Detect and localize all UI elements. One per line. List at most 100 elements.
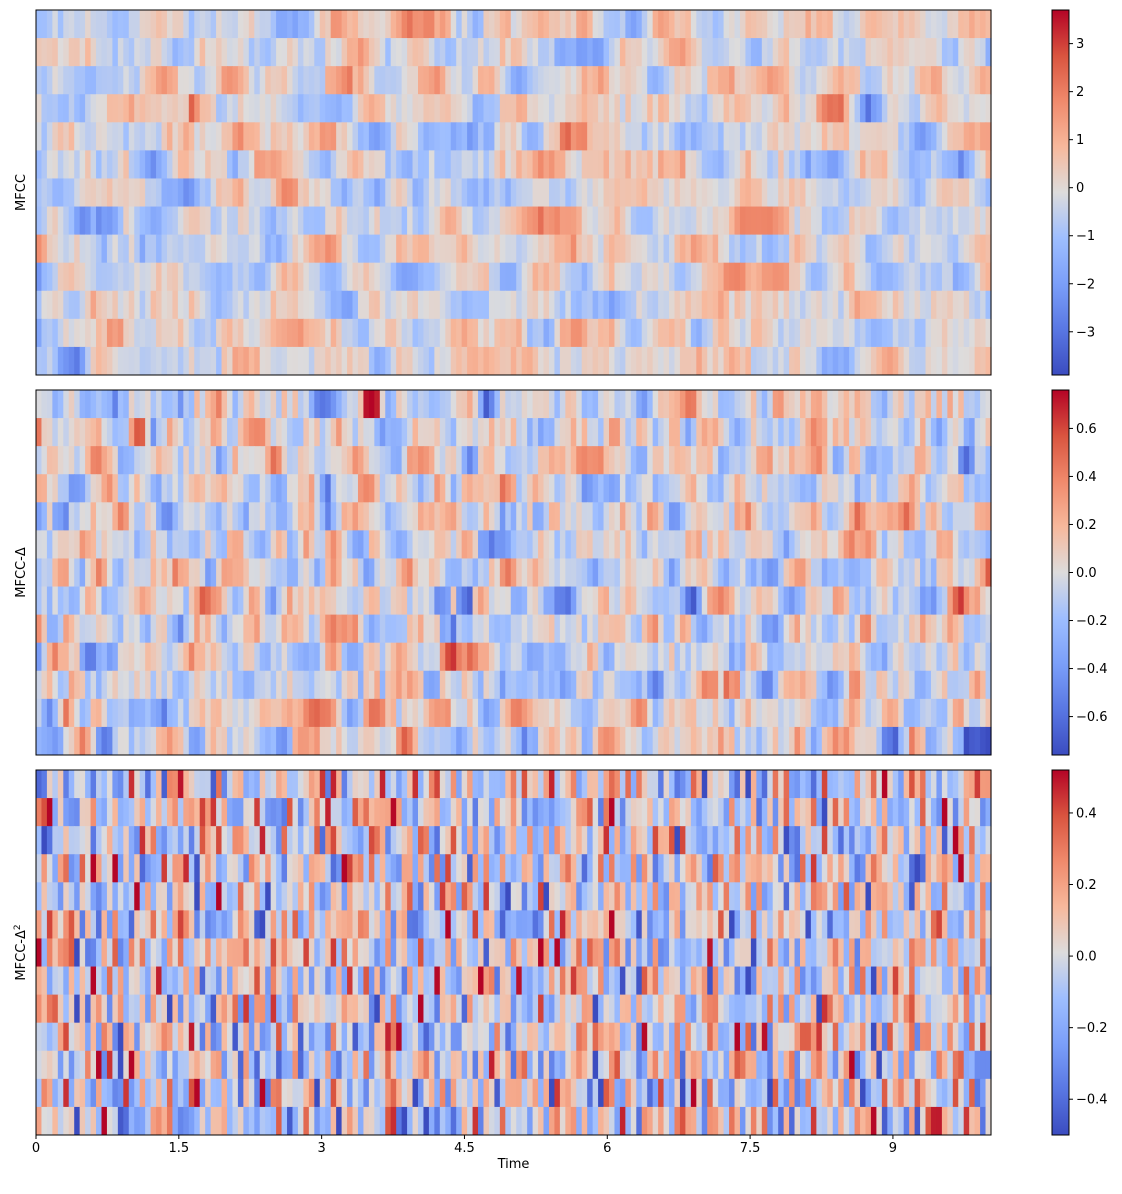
- heatmap-cell: [91, 615, 97, 643]
- heatmap-cell: [96, 615, 102, 643]
- heatmap-cell: [74, 643, 80, 671]
- heatmap-cell: [576, 798, 582, 826]
- heatmap-cell: [483, 615, 489, 643]
- heatmap-cell: [729, 66, 735, 94]
- heatmap-cell: [369, 291, 375, 319]
- heatmap-cell: [522, 94, 528, 122]
- heatmap-cell: [533, 615, 539, 643]
- heatmap-cell: [407, 770, 413, 798]
- heatmap-cell: [91, 671, 97, 699]
- heatmap-cell: [827, 347, 833, 375]
- heatmap-cell: [211, 94, 217, 122]
- heatmap-cell: [434, 643, 440, 671]
- heatmap-cell: [533, 122, 539, 150]
- heatmap-cell: [904, 178, 910, 206]
- heatmap-cell: [811, 390, 817, 418]
- heatmap-cell: [838, 446, 844, 474]
- heatmap-cell: [538, 347, 544, 375]
- heatmap-cell: [724, 502, 730, 530]
- heatmap-cell: [63, 178, 69, 206]
- heatmap-cell: [423, 122, 429, 150]
- heatmap-cell: [74, 798, 80, 826]
- heatmap-cell: [926, 587, 932, 615]
- heatmap-cell: [91, 150, 97, 178]
- heatmap-cell: [527, 347, 533, 375]
- heatmap-cell: [407, 150, 413, 178]
- heatmap-cell: [702, 615, 708, 643]
- heatmap-cell: [587, 207, 593, 235]
- heatmap-cell: [172, 150, 178, 178]
- heatmap-cell: [80, 390, 86, 418]
- heatmap-cell: [63, 291, 69, 319]
- heatmap-cell: [238, 798, 244, 826]
- heatmap-cell: [271, 615, 277, 643]
- heatmap-cell: [735, 150, 741, 178]
- heatmap-cell: [489, 178, 495, 206]
- heatmap-cell: [735, 418, 741, 446]
- heatmap-cell: [811, 122, 817, 150]
- heatmap-cell: [931, 671, 937, 699]
- heatmap-cell: [931, 770, 937, 798]
- heatmap-cell: [58, 643, 64, 671]
- heatmap-cell: [413, 38, 419, 66]
- heatmap-cell: [964, 502, 970, 530]
- heatmap-cell: [314, 558, 320, 586]
- heatmap-cell: [849, 38, 855, 66]
- heatmap-cell: [795, 699, 801, 727]
- heatmap-cell: [953, 474, 959, 502]
- heatmap-cell: [795, 643, 801, 671]
- heatmap-cell: [140, 826, 146, 854]
- heatmap-cell: [205, 798, 211, 826]
- heatmap-cell: [129, 319, 135, 347]
- heatmap-cell: [298, 643, 304, 671]
- heatmap-cell: [947, 474, 953, 502]
- heatmap-cell: [222, 558, 228, 586]
- heatmap-cell: [156, 390, 162, 418]
- heatmap-cell: [554, 587, 560, 615]
- heatmap-cell: [855, 10, 861, 38]
- heatmap-cell: [653, 643, 659, 671]
- heatmap-cell: [314, 150, 320, 178]
- heatmap-cell: [303, 122, 309, 150]
- heatmap-cell: [402, 10, 408, 38]
- heatmap-cell: [162, 699, 168, 727]
- heatmap-cell: [271, 207, 277, 235]
- heatmap-cell: [489, 798, 495, 826]
- heatmap-cell: [325, 66, 331, 94]
- heatmap-cell: [434, 347, 440, 375]
- heatmap-cell: [183, 390, 189, 418]
- heatmap-cell: [898, 122, 904, 150]
- heatmap-cell: [445, 798, 451, 826]
- heatmap-cell: [855, 390, 861, 418]
- heatmap-cell: [778, 122, 784, 150]
- heatmap-cell: [96, 178, 102, 206]
- heatmap-cell: [953, 10, 959, 38]
- heatmap-cell: [778, 587, 784, 615]
- heatmap-cell: [702, 727, 708, 755]
- heatmap-cell: [800, 38, 806, 66]
- heatmap-cell: [762, 122, 768, 150]
- heatmap-cell: [205, 558, 211, 586]
- heatmap-cell: [429, 94, 435, 122]
- heatmap-cell: [402, 94, 408, 122]
- heatmap-cell: [609, 122, 615, 150]
- heatmap-cell: [413, 671, 419, 699]
- heatmap-cell: [309, 798, 315, 826]
- heatmap-cell: [713, 587, 719, 615]
- heatmap-cell: [331, 207, 337, 235]
- heatmap-cell: [745, 207, 751, 235]
- heatmap-cell: [527, 558, 533, 586]
- heatmap-cell: [85, 643, 91, 671]
- heatmap-cell: [129, 235, 135, 263]
- heatmap-cell: [713, 207, 719, 235]
- heatmap-cell: [762, 263, 768, 291]
- heatmap-cell: [964, 122, 970, 150]
- heatmap-cell: [642, 558, 648, 586]
- heatmap-cell: [178, 235, 184, 263]
- heatmap-cell: [773, 94, 779, 122]
- heatmap-cell: [69, 474, 75, 502]
- heatmap-cell: [827, 798, 833, 826]
- heatmap-cell: [440, 587, 446, 615]
- heatmap-cell: [707, 390, 713, 418]
- heatmap-cell: [614, 418, 620, 446]
